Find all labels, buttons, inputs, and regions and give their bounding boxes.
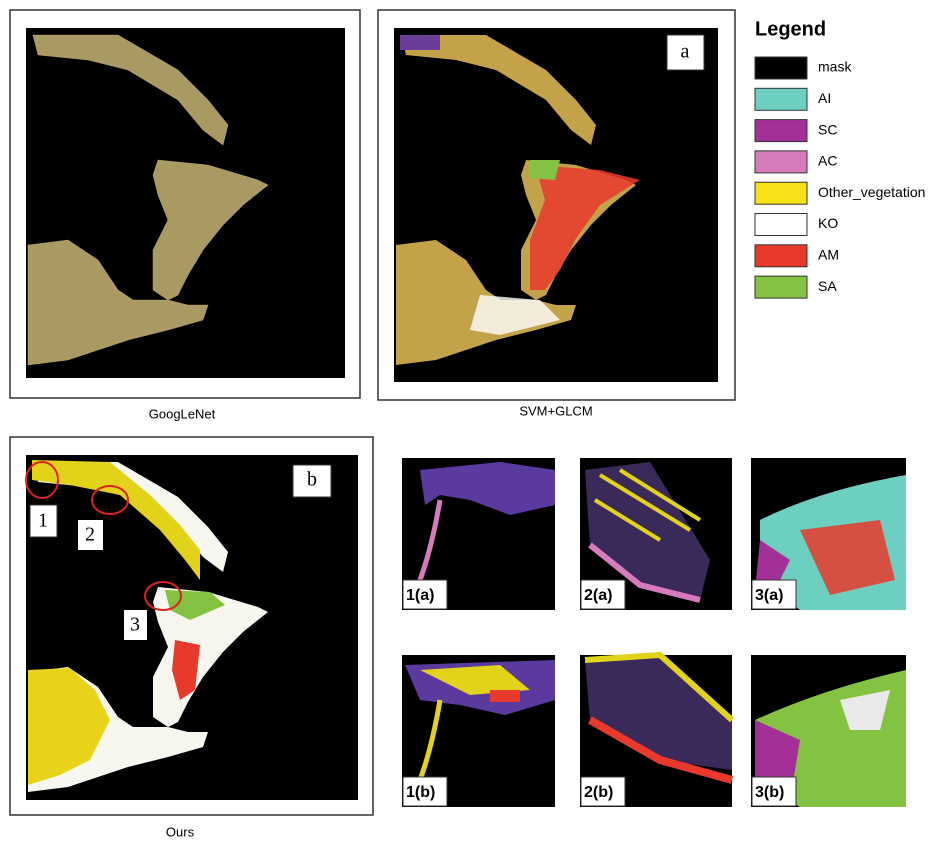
inset-label: 1(a) — [406, 587, 434, 604]
legend-title: Legend — [755, 18, 826, 40]
legend-label: SC — [818, 121, 837, 137]
panel-ours: 1 2 3 b Ours — [9, 436, 374, 839]
caption: SVM+GLCM — [519, 403, 592, 418]
legend-swatch — [754, 119, 808, 143]
legend-swatch — [754, 150, 808, 174]
region-marker: 2 — [85, 524, 95, 546]
inset-label: 3(a) — [755, 587, 783, 604]
inset-label: 1(b) — [406, 784, 435, 801]
inset-label-box — [751, 579, 797, 610]
panel-label: b — [307, 469, 317, 491]
caption: GoogLeNet — [149, 406, 216, 421]
legend-label: AC — [818, 153, 837, 169]
legend-label: KO — [818, 215, 838, 231]
legend-label: SA — [818, 278, 837, 294]
inset-label: 2(a) — [584, 587, 612, 604]
inset-label: 3(b) — [755, 784, 784, 801]
legend-label: mask — [818, 59, 852, 75]
legend-label: AI — [818, 90, 831, 106]
legend-swatch — [754, 244, 808, 268]
inset-label-box — [751, 776, 797, 807]
insets: 1(a) 2(a) 3(a) 1(b) 2(b) 3(b) — [402, 458, 906, 807]
legend-swatch — [754, 87, 808, 111]
inset-label: 2(b) — [584, 784, 613, 801]
legend-label: Other_vegetation — [818, 184, 925, 200]
legend-swatch — [754, 56, 808, 80]
legend-swatch — [754, 275, 808, 299]
panel-svm: a SVM+GLCM — [377, 9, 736, 418]
legend-swatch — [754, 181, 808, 205]
legend: Legend mask AI SC AC Other_vegetation KO AM SA — [754, 18, 925, 299]
inset-label-box — [580, 776, 626, 807]
region-marker: 3 — [130, 614, 140, 636]
region-marker: 1 — [38, 510, 48, 532]
inset-label-box — [402, 579, 448, 610]
panel-googlenet: GoogLeNet — [9, 9, 361, 421]
legend-label: AM — [818, 247, 839, 263]
inset-label-box — [580, 579, 626, 610]
caption: Ours — [166, 824, 195, 839]
legend-swatch — [754, 213, 808, 236]
inset-label-box — [402, 776, 448, 807]
panel-label: a — [681, 41, 690, 63]
